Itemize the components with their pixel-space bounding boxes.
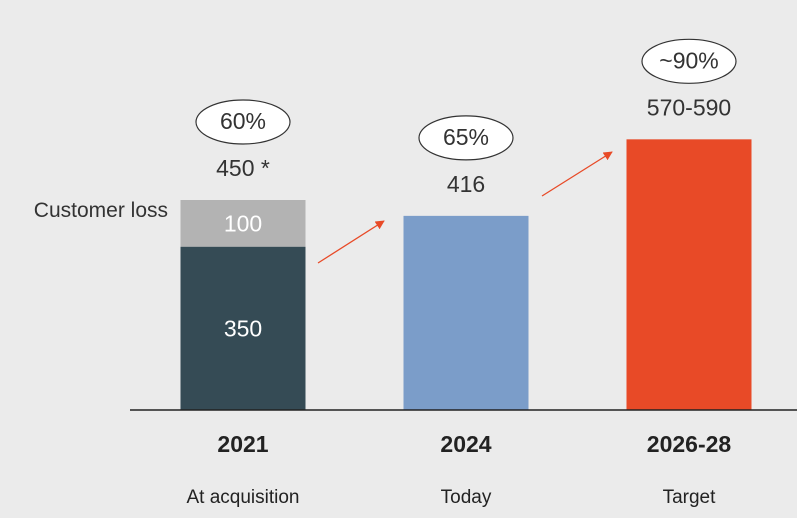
total-label: 450 * [216, 155, 270, 181]
share-pill [418, 115, 514, 161]
bar [180, 246, 306, 410]
share-label: 65% [443, 124, 489, 150]
share-label: ~90% [659, 47, 718, 73]
x-tick-label: 2026-28 [647, 431, 732, 457]
arrow [541, 151, 613, 197]
x-tick-label: 2024 [440, 431, 491, 457]
total-label: 416 [447, 171, 485, 197]
value-label: 100 [224, 210, 262, 236]
total-label: 570-590 [647, 94, 731, 120]
x-tick-label: 2021 [217, 431, 268, 457]
value-label: 350 [224, 315, 262, 341]
bar [626, 139, 752, 411]
bar [180, 200, 306, 247]
arrow [317, 220, 385, 264]
share-pill [641, 38, 737, 84]
legend-label: Customer loss [33, 199, 168, 222]
bar [403, 215, 529, 410]
marks: 350 100 450 * 60% 2021 At acquisition 416 65% 20… [180, 38, 752, 508]
share-pill [195, 99, 291, 145]
x-subtitle: Today [441, 487, 492, 508]
share-label: 60% [220, 108, 266, 134]
x-subtitle: Target [663, 487, 717, 508]
x-subtitle: At acquisition [186, 487, 299, 508]
